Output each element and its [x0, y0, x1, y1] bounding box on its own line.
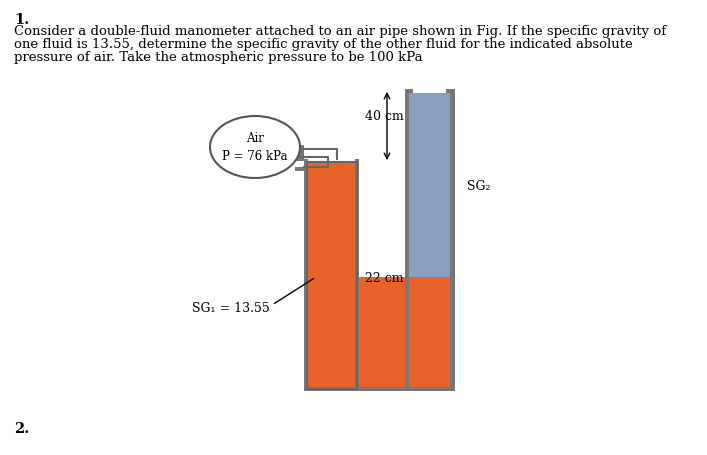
Bar	[308, 164, 355, 387]
Text: pressure of air. Take the atmospheric pressure to be 100 kPa: pressure of air. Take the atmospheric pr…	[14, 51, 423, 64]
Text: one fluid is 13.55, determine the specific gravity of the other fluid for the in: one fluid is 13.55, determine the specif…	[14, 38, 633, 51]
Bar	[304, 387, 359, 391]
Bar	[355, 164, 359, 387]
Bar	[359, 278, 405, 387]
Bar	[355, 387, 409, 391]
Text: SG₂: SG₂	[467, 179, 491, 192]
Bar	[409, 387, 455, 391]
Text: 1.: 1.	[14, 13, 29, 27]
Bar	[295, 167, 304, 172]
Text: 40 cm: 40 cm	[365, 110, 404, 123]
Text: 2.: 2.	[14, 421, 29, 435]
Text: SG₁ = 13.55: SG₁ = 13.55	[192, 301, 270, 314]
Bar	[405, 90, 409, 391]
Bar	[304, 160, 308, 391]
Bar	[409, 278, 450, 387]
Bar	[409, 94, 450, 278]
Bar	[409, 90, 413, 94]
Text: P = 76 kPa: P = 76 kPa	[222, 150, 288, 163]
Bar	[355, 160, 359, 164]
Bar	[450, 90, 455, 391]
Bar	[355, 164, 359, 391]
Text: 22 cm: 22 cm	[365, 271, 403, 284]
Text: Consider a double-fluid manometer attached to an air pipe shown in Fig. If the s: Consider a double-fluid manometer attach…	[14, 25, 666, 38]
Bar	[295, 160, 304, 167]
Ellipse shape	[210, 117, 300, 179]
Bar	[295, 146, 304, 154]
Bar	[446, 90, 455, 94]
Bar	[308, 164, 355, 387]
Text: Air: Air	[246, 131, 264, 144]
Bar	[295, 156, 304, 160]
Bar	[295, 154, 304, 162]
Bar	[359, 167, 405, 278]
Bar	[355, 164, 359, 167]
Bar	[307, 162, 356, 389]
